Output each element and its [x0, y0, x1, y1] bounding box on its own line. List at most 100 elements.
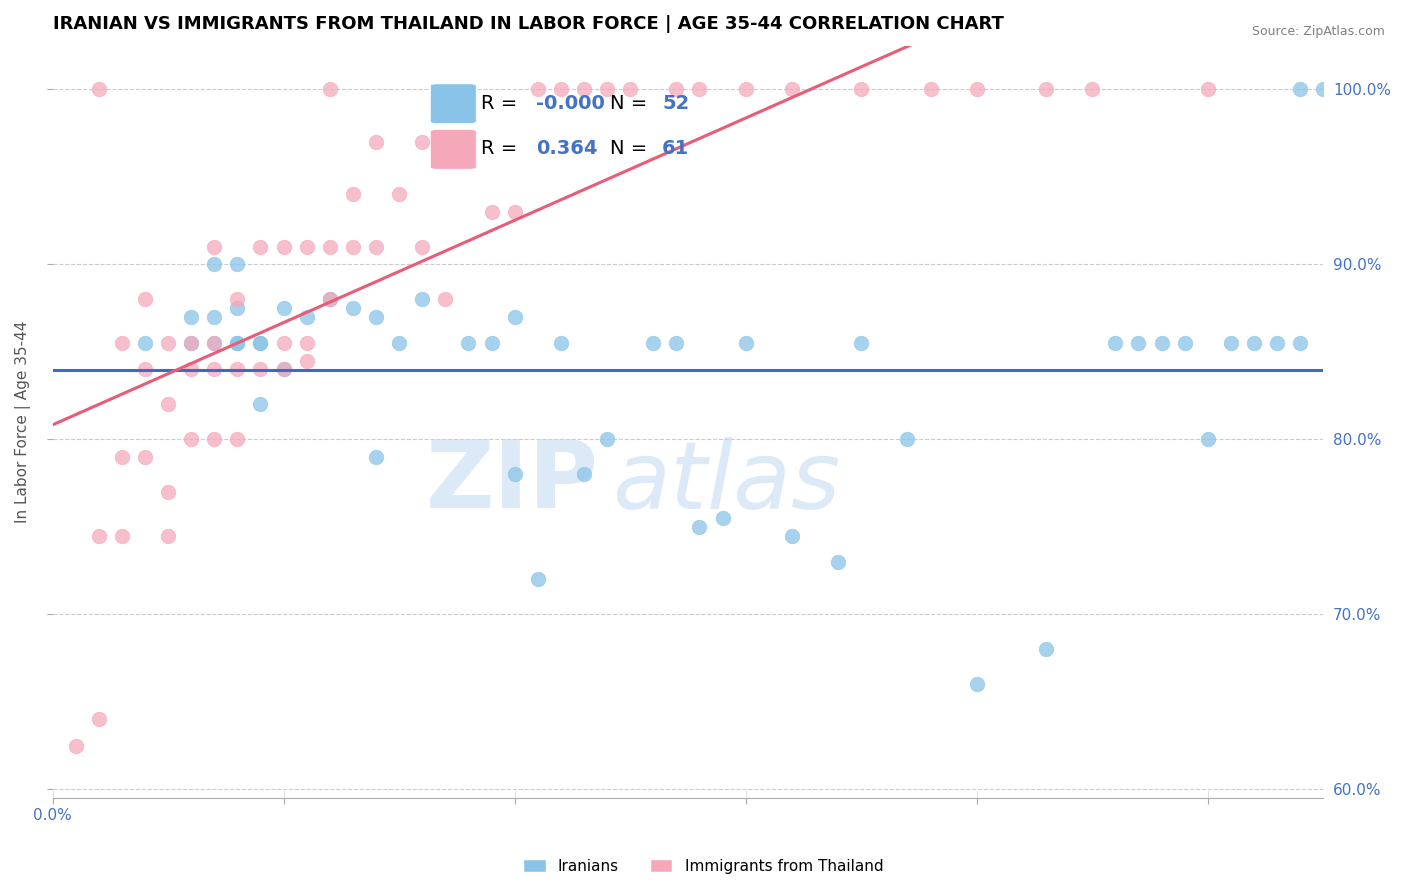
Point [249, 336, 271, 351]
Point [342, 240, 364, 254]
Point [273, 240, 295, 254]
Point [1289, 336, 1312, 351]
Point [134, 450, 156, 464]
Point [202, 336, 225, 351]
Point [596, 433, 619, 447]
Point [202, 257, 225, 271]
Point [226, 336, 249, 351]
Point [180, 362, 202, 376]
Point [202, 362, 225, 376]
Point [226, 257, 249, 271]
Point [503, 310, 526, 324]
Point [688, 520, 710, 534]
Point [87, 528, 110, 542]
Point [226, 336, 249, 351]
Point [157, 484, 180, 499]
Text: ZIP: ZIP [426, 436, 599, 528]
Point [1081, 82, 1104, 96]
Point [273, 336, 295, 351]
Point [1265, 336, 1288, 351]
Point [827, 555, 849, 569]
Point [643, 336, 665, 351]
Point [711, 511, 734, 525]
Point [851, 336, 873, 351]
Point [457, 336, 479, 351]
Point [202, 310, 225, 324]
Point [180, 433, 202, 447]
Point [319, 293, 342, 307]
Point [202, 433, 225, 447]
Point [550, 82, 572, 96]
Point [249, 240, 271, 254]
Point [226, 433, 249, 447]
Point [87, 712, 110, 726]
Point [434, 293, 457, 307]
Point [665, 82, 688, 96]
Point [134, 293, 156, 307]
Point [851, 82, 873, 96]
Point [481, 205, 503, 219]
Point [966, 677, 988, 691]
Point [665, 336, 688, 351]
Point [596, 82, 619, 96]
Point [364, 135, 387, 149]
Point [1312, 82, 1334, 96]
Point [273, 362, 295, 376]
Point [157, 397, 180, 411]
Point [202, 240, 225, 254]
Point [342, 301, 364, 315]
Point [295, 240, 318, 254]
Point [249, 336, 271, 351]
Point [180, 310, 202, 324]
Point [364, 450, 387, 464]
Point [1035, 82, 1057, 96]
Point [1197, 82, 1219, 96]
Point [134, 336, 156, 351]
Point [65, 739, 87, 753]
Point [180, 336, 202, 351]
Point [1104, 336, 1126, 351]
Point [572, 467, 595, 482]
Y-axis label: In Labor Force | Age 35-44: In Labor Force | Age 35-44 [15, 321, 31, 523]
Point [1289, 82, 1312, 96]
Point [503, 467, 526, 482]
Text: atlas: atlas [612, 436, 839, 527]
Point [157, 336, 180, 351]
Point [526, 82, 548, 96]
Point [364, 310, 387, 324]
Point [295, 353, 318, 368]
Point [319, 82, 342, 96]
Point [1243, 336, 1265, 351]
Point [457, 153, 479, 167]
Point [388, 336, 411, 351]
Point [295, 310, 318, 324]
Point [572, 82, 595, 96]
Point [411, 135, 433, 149]
Point [226, 362, 249, 376]
Point [157, 528, 180, 542]
Point [273, 362, 295, 376]
Point [273, 301, 295, 315]
Point [688, 82, 710, 96]
Point [1150, 336, 1173, 351]
Point [249, 397, 271, 411]
Point [1197, 433, 1219, 447]
Point [920, 82, 942, 96]
Point [411, 240, 433, 254]
Point [780, 528, 803, 542]
Point [1174, 336, 1197, 351]
Point [550, 336, 572, 351]
Point [734, 82, 756, 96]
Point [388, 187, 411, 202]
Point [134, 362, 156, 376]
Point [1035, 642, 1057, 657]
Text: Source: ZipAtlas.com: Source: ZipAtlas.com [1251, 25, 1385, 38]
Text: IRANIAN VS IMMIGRANTS FROM THAILAND IN LABOR FORCE | AGE 35-44 CORRELATION CHART: IRANIAN VS IMMIGRANTS FROM THAILAND IN L… [52, 15, 1004, 33]
Point [111, 336, 134, 351]
Point [295, 336, 318, 351]
Point [1128, 336, 1150, 351]
Point [411, 293, 433, 307]
Point [503, 205, 526, 219]
Point [481, 336, 503, 351]
Point [202, 336, 225, 351]
